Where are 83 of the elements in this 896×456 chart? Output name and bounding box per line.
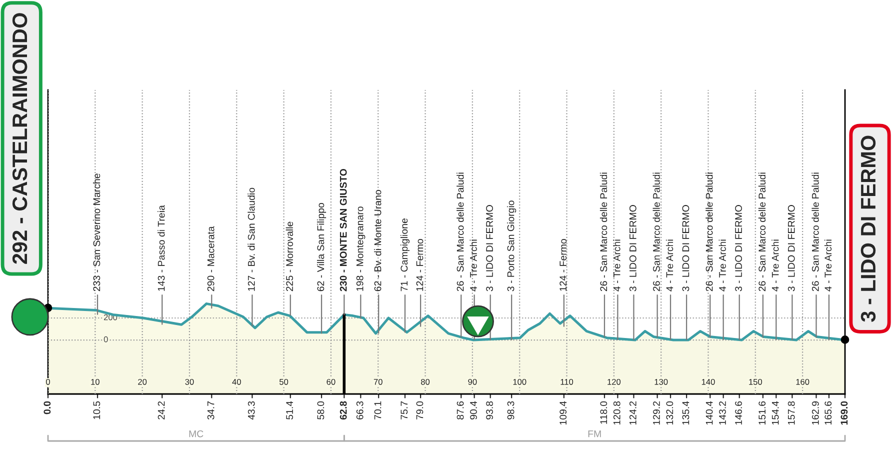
- annotation: 4 - Tre Archi: [470, 240, 477, 292]
- annotation: 71 - Campiglione: [400, 218, 410, 292]
- x2-tick-label: 34.7: [207, 401, 214, 420]
- x2-tick-label: 51.4: [286, 401, 294, 420]
- x2-tick-label: 70.1: [374, 401, 382, 420]
- x2-tick-label: 93.8: [486, 401, 493, 420]
- annotation: 143 - Passo di Treia: [158, 205, 165, 291]
- annotation: 124 - Fermo: [416, 239, 424, 291]
- annotation: 3 - Porto San Giorgio: [507, 200, 516, 292]
- x2-tick-label: 109.4: [560, 401, 567, 425]
- x2-tick-label: 132.0: [666, 401, 674, 425]
- x2-tick-label: 58.0: [317, 401, 324, 420]
- x-tick-label: 80: [421, 378, 430, 385]
- annotation: 233 - San Severino Marche: [92, 174, 100, 292]
- x2-tick-label: 75.7: [400, 401, 408, 420]
- annotation: 26 - San Marco delle Paludi: [456, 172, 464, 292]
- x2-tick-label: 118.0: [600, 401, 608, 424]
- x-tick-label: 90: [468, 378, 477, 385]
- x-tick-label: 150: [749, 378, 762, 385]
- annotation: 62 - Bv. di Monte Urano: [374, 190, 382, 292]
- annotation: 3 - LIDO DI FERMO: [682, 205, 690, 292]
- x2-tick-label: 10.5: [93, 401, 100, 420]
- annotation: 3 - LIDO DI FERMO: [860, 136, 876, 322]
- x2-tick-label: 154.4: [772, 401, 779, 425]
- annotation: 4 - Tre Archi: [824, 240, 832, 292]
- annotation: 3 - LIDO DI FERMO: [788, 205, 795, 292]
- text: MC: [189, 430, 204, 438]
- x2-tick-label: 135.4: [682, 401, 690, 425]
- annotation: 124 - Fermo: [560, 239, 567, 291]
- x-tick-label: 10: [91, 378, 100, 385]
- x-tick-label: 110: [560, 378, 574, 385]
- x2-tick-label: 120.8: [613, 401, 620, 425]
- x2-tick-label: 98.3: [507, 401, 514, 420]
- x2-tick-label: 151.6: [758, 401, 766, 425]
- annotation: 26 - San Marco delle Paludi: [758, 172, 766, 292]
- x-tick-label: 30: [185, 378, 194, 385]
- annotation: 3 - LIDO DI FERMO: [629, 205, 636, 292]
- x2-tick-label: 0.0: [44, 401, 51, 414]
- x2-tick-label: 90.4: [470, 401, 477, 420]
- annotation: 290 - Macerata: [207, 226, 214, 292]
- x2-tick-label: 157.8: [788, 401, 795, 425]
- annotation: 26 - San Marco delle Paludi: [812, 172, 819, 292]
- x-tick-label: 0: [46, 378, 50, 385]
- x-tick-label: 100: [513, 378, 526, 385]
- x2-tick-label: 140.4: [706, 401, 713, 425]
- x2-tick-label: 79.0: [416, 401, 424, 420]
- x2-tick-label: 165.6: [824, 401, 832, 425]
- annotation: 26 - San Marco delle Paludi: [600, 172, 608, 292]
- text: FM: [588, 430, 601, 438]
- annotation: 230 - MONTE SAN GIUSTO: [340, 168, 347, 292]
- x-tick-label: 50: [280, 378, 288, 385]
- x-tick-label: 70: [374, 378, 382, 385]
- x2-tick-label: 124.2: [629, 401, 636, 425]
- x2-tick-label: 129.2: [653, 401, 660, 425]
- annotation: 26 - San Marco delle Paludi: [706, 172, 713, 292]
- annotation: 3 - LIDO DI FERMO: [735, 205, 742, 292]
- x-tick-label: 160: [796, 378, 810, 385]
- x2-tick-label: 87.6: [456, 401, 464, 420]
- annotation: 62 - Villa San Filippo: [316, 202, 326, 292]
- x2-tick-label: 162.9: [812, 401, 819, 425]
- x-tick-label: 40: [232, 378, 241, 385]
- x-tick-label: 140: [702, 378, 715, 385]
- annotation: 3 - LIDO DI FERMO: [486, 205, 493, 292]
- x-tick-label: 120: [608, 378, 621, 385]
- x2-tick-label: 24.2: [158, 401, 165, 420]
- annotation: 4 - Tre Archi: [613, 240, 620, 292]
- x2-tick-label: 43.3: [248, 401, 255, 420]
- x2-tick-label: 62.8: [340, 401, 347, 420]
- annotation: 225 - Morrovalle: [286, 222, 294, 292]
- annotation: 198 - Montegranaro: [356, 206, 366, 291]
- x2-tick-label: 169.0: [840, 401, 848, 425]
- annotation: 127 - Bv. di San Claudio: [248, 188, 255, 291]
- x2-tick-label: 146.6: [735, 401, 742, 425]
- annotation: 26 - San Marco delle Paludi: [652, 172, 660, 292]
- annotation: 292 - CASTELRAIMONDO: [12, 13, 28, 264]
- x2-tick-label: 143.2: [719, 401, 726, 425]
- x2-tick-label: 66.3: [356, 401, 364, 420]
- annotation: 4 - Tre Archi: [718, 240, 726, 292]
- x-tick-label: 20: [138, 378, 147, 385]
- x-tick-label: 60: [326, 378, 336, 385]
- annotation: 4 - Tre Archi: [772, 240, 779, 292]
- annotation: 4 - Tre Archi: [666, 240, 674, 292]
- x-tick-label: 130: [654, 378, 668, 385]
